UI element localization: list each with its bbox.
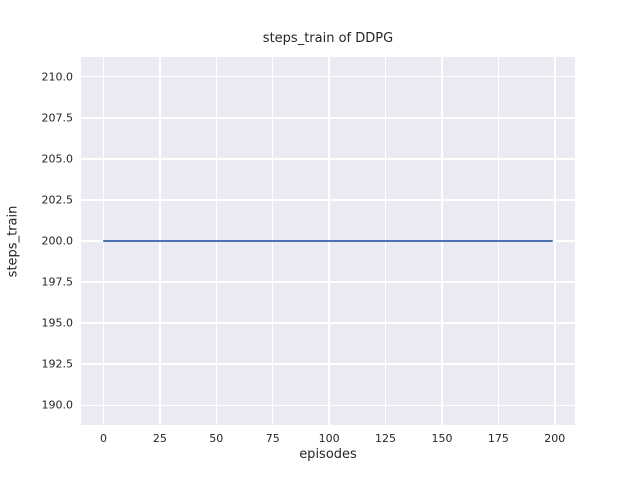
x-tick-label: 200 <box>544 432 566 445</box>
y-tick-label: 195.0 <box>41 316 74 330</box>
y-tick-label: 207.5 <box>41 111 74 125</box>
gridline-horizontal <box>81 322 575 324</box>
data-series-line <box>103 240 553 242</box>
y-tick-label: 202.5 <box>41 193 74 207</box>
x-tick-label: 175 <box>487 432 509 445</box>
gridline-horizontal <box>81 158 575 160</box>
gridline-horizontal <box>81 404 575 407</box>
x-tick-label: 100 <box>318 432 340 445</box>
gridline-horizontal <box>81 199 575 201</box>
y-axis-label: steps_train <box>5 205 21 278</box>
plot-area <box>81 57 575 425</box>
y-tick-label: 197.5 <box>41 275 74 289</box>
y-tick-label: 205.0 <box>41 152 74 166</box>
y-tick-label: 190.0 <box>41 398 74 412</box>
x-tick-label: 75 <box>265 432 280 445</box>
x-axis-label: episodes <box>299 447 357 462</box>
gridline-horizontal <box>81 117 575 119</box>
x-tick-label: 50 <box>209 432 224 445</box>
gridline-horizontal <box>81 75 575 78</box>
x-tick-label: 0 <box>99 432 107 445</box>
gridline-horizontal <box>81 363 575 365</box>
x-tick-label: 25 <box>152 432 167 445</box>
y-tick-label: 200.0 <box>41 234 74 248</box>
x-tick-label: 125 <box>375 432 397 445</box>
gridline-horizontal <box>81 281 575 283</box>
y-tick-label: 192.5 <box>41 357 74 371</box>
y-tick-label: 210.0 <box>41 70 74 84</box>
chart-title: steps_train of DDPG <box>262 31 394 46</box>
x-tick-label: 150 <box>431 432 453 445</box>
